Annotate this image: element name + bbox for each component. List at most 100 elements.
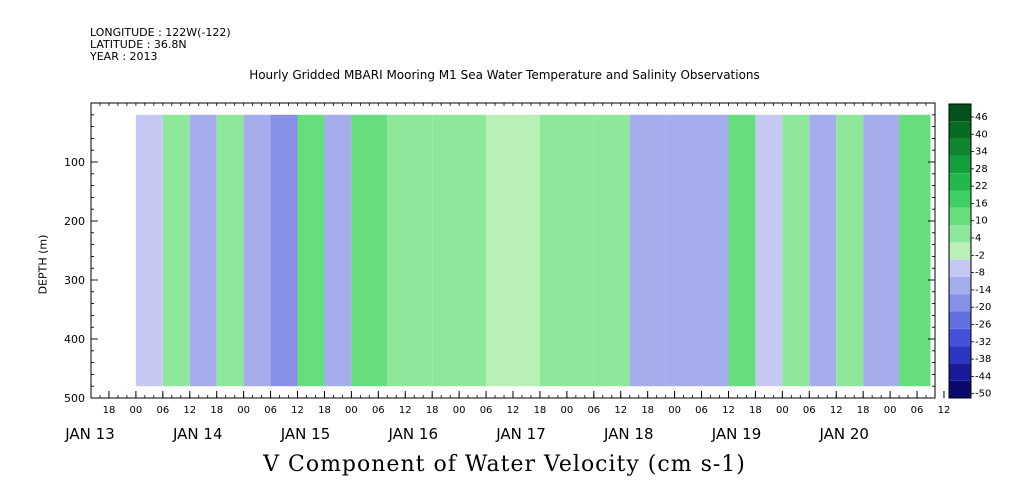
x-tick-label: 18 (426, 405, 439, 416)
x-day-label: JAN 18 (603, 425, 654, 443)
data-cell (863, 114, 900, 387)
x-tick-label: 18 (641, 405, 654, 416)
colorbar-swatch (949, 121, 971, 139)
data-cell (593, 114, 630, 387)
data-cell (324, 114, 352, 387)
data-cell (665, 114, 702, 387)
x-tick-label: 06 (587, 405, 600, 416)
x-tick-label: 00 (345, 405, 358, 416)
data-cell (926, 114, 931, 387)
x-tick-label: 12 (938, 405, 951, 416)
x-tick-label: 00 (668, 405, 681, 416)
data-cell (836, 114, 864, 387)
x-tick-label: 12 (614, 405, 627, 416)
data-cell (486, 114, 540, 387)
colorbar-label: -50 (975, 389, 991, 400)
x-tick-label: 00 (453, 405, 466, 416)
x-day-label: JAN 20 (818, 425, 869, 443)
colorbar-label: 34 (975, 147, 988, 158)
data-cell (899, 114, 927, 387)
x-tick-label: 06 (911, 405, 924, 416)
x-day-label: JAN 15 (280, 425, 331, 443)
colorbar-swatch (949, 259, 971, 277)
colorbar-swatch (949, 294, 971, 312)
x-tick-label: 18 (749, 405, 762, 416)
x-tick-label: 00 (561, 405, 574, 416)
colorbar-swatch (949, 276, 971, 295)
x-tick-label: 12 (507, 405, 520, 416)
data-cell (432, 114, 487, 387)
data-cell (387, 114, 433, 387)
colorbar-swatch (949, 225, 971, 243)
x-tick-label: 00 (237, 405, 250, 416)
colorbar-swatch (949, 380, 971, 398)
colorbar-label: 10 (975, 216, 988, 227)
colorbar-label: 16 (975, 198, 988, 209)
data-cell (162, 114, 190, 387)
colorbar-frame (948, 103, 972, 399)
colorbar-swatch (949, 363, 971, 381)
colorbar-swatch (949, 155, 971, 174)
x-tick-label: 06 (695, 405, 708, 416)
chart-title: Hourly Gridded MBARI Mooring M1 Sea Wate… (249, 68, 760, 82)
data-cell (782, 114, 810, 387)
x-tick-label: 00 (884, 405, 897, 416)
y-tick-label: 200 (64, 215, 85, 228)
data-cell (243, 114, 271, 387)
data-cell (755, 114, 783, 387)
x-tick-label: 18 (103, 405, 116, 416)
x-tick-label: 12 (291, 405, 304, 416)
colorbar-label: -44 (975, 371, 991, 382)
data-cell (809, 114, 837, 387)
colorbar-label: -14 (975, 285, 991, 296)
x-day-label: JAN 17 (495, 425, 546, 443)
x-tick-label: 18 (857, 405, 870, 416)
x-day-label: JAN 14 (172, 425, 223, 443)
data-cell (351, 114, 388, 387)
x-tick-label: 18 (534, 405, 547, 416)
x-tick-label: 06 (803, 405, 816, 416)
x-tick-label: 06 (480, 405, 493, 416)
colorbar-label: -26 (975, 320, 991, 331)
data-cell (216, 114, 244, 387)
y-tick-label: 400 (64, 333, 85, 346)
x-tick-label: 12 (830, 405, 843, 416)
data-cell (629, 114, 666, 387)
colorbar-swatch (949, 242, 971, 260)
colorbar-label: -32 (975, 337, 991, 348)
data-cell (135, 114, 163, 387)
y-tick-label: 500 (64, 392, 85, 405)
x-axis-title: V Component of Water Velocity (cm s-1) (263, 452, 746, 477)
colorbar-label: -8 (975, 268, 985, 279)
data-cell (728, 114, 756, 387)
x-tick-label: 06 (156, 405, 169, 416)
colorbar-swatch (949, 190, 971, 208)
colorbar-swatch (949, 138, 971, 156)
latitude-label: LATITUDE : 36.8N (90, 38, 187, 51)
colorbar-label: -20 (975, 302, 991, 313)
longitude-label: LONGITUDE : 122W(-122) (90, 26, 231, 39)
colorbar-label: -38 (975, 354, 991, 365)
colorbar-label: 28 (975, 164, 988, 175)
data-cell (297, 114, 325, 387)
y-tick-label: 100 (64, 156, 85, 169)
colorbar-swatch (949, 311, 971, 329)
colorbar-label: -2 (975, 250, 985, 261)
y-tick-label: 300 (64, 274, 85, 287)
x-day-label: JAN 13 (64, 425, 115, 443)
colorbar-swatch (949, 346, 971, 364)
x-tick-label: 18 (318, 405, 331, 416)
x-tick-label: 00 (776, 405, 789, 416)
colorbar-swatch (949, 104, 971, 122)
data-cell (189, 114, 217, 387)
x-day-label: JAN 16 (388, 425, 439, 443)
colorbar-swatch (949, 328, 971, 347)
colorbar-swatch (949, 207, 971, 226)
data-cell (701, 114, 729, 387)
x-tick-label: 06 (264, 405, 277, 416)
data-cell (270, 114, 298, 387)
year-label: YEAR : 2013 (90, 50, 158, 63)
colorbar-swatch (949, 173, 971, 191)
colorbar-label: 46 (975, 112, 988, 123)
